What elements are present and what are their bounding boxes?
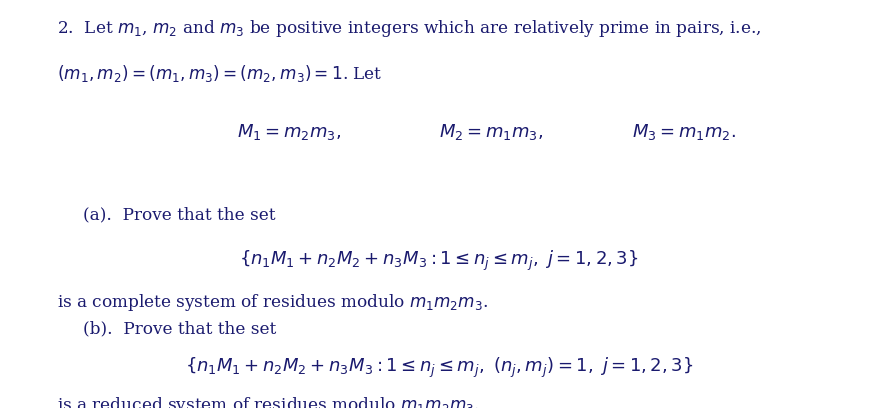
Text: $M_2 = m_1m_3,$: $M_2 = m_1m_3,$ <box>438 122 543 142</box>
Text: $M_3 = m_1m_2.$: $M_3 = m_1m_2.$ <box>631 122 735 142</box>
Text: $\{n_1M_1 + n_2M_2 + n_3M_3 : 1 \leq n_j \leq m_j,\ (n_j, m_j) = 1,\ j = 1, 2, 3: $\{n_1M_1 + n_2M_2 + n_3M_3 : 1 \leq n_j… <box>185 356 692 380</box>
Text: $\{n_1M_1 + n_2M_2 + n_3M_3 : 1 \leq n_j \leq m_j,\ j = 1, 2, 3\}$: $\{n_1M_1 + n_2M_2 + n_3M_3 : 1 \leq n_j… <box>239 249 638 273</box>
Text: $M_1 = m_2m_3,$: $M_1 = m_2m_3,$ <box>237 122 341 142</box>
Text: $(m_1, m_2) = (m_1, m_3) = (m_2, m_3) = 1$. Let: $(m_1, m_2) = (m_1, m_3) = (m_2, m_3) = … <box>57 63 382 84</box>
Text: (a).  Prove that the set: (a). Prove that the set <box>83 206 275 223</box>
Text: is a reduced system of residues modulo $m_1m_2m_3$.: is a reduced system of residues modulo $… <box>57 395 479 408</box>
Text: is a complete system of residues modulo $m_1m_2m_3$.: is a complete system of residues modulo … <box>57 292 488 313</box>
Text: (b).  Prove that the set: (b). Prove that the set <box>83 320 276 337</box>
Text: 2.  Let $m_1$, $m_2$ and $m_3$ be positive integers which are relatively prime i: 2. Let $m_1$, $m_2$ and $m_3$ be positiv… <box>57 18 760 39</box>
